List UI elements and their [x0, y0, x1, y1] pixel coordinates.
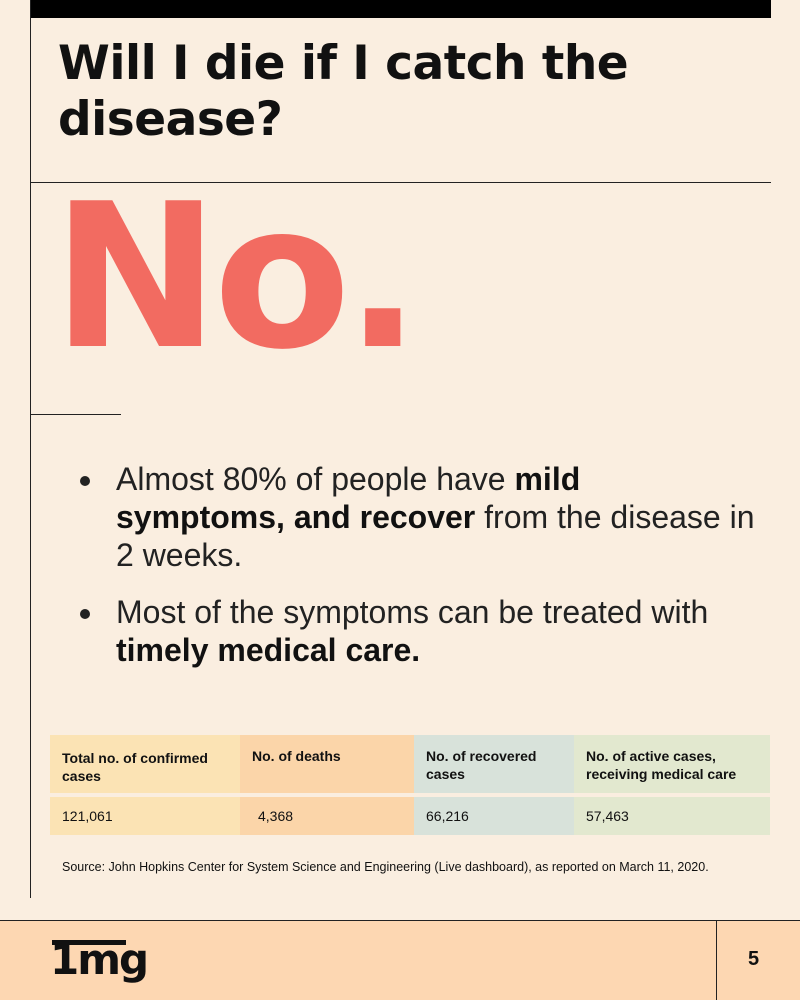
stats-table: Total no. of confirmed cases No. of deat… [50, 735, 770, 835]
footer-divider [0, 920, 800, 921]
footer [0, 920, 800, 1000]
bullet-text: Most of the symptoms can be treated with [116, 594, 709, 630]
logo-bar [52, 940, 126, 945]
bullet-text: Almost 80% of people have [116, 461, 515, 497]
value-active-cases: 57,463 [574, 797, 770, 835]
bullet-dot-icon [80, 609, 90, 619]
footer-vertical-divider [716, 920, 717, 1000]
left-border-line [30, 0, 31, 898]
short-divider [30, 414, 121, 415]
header-deaths: No. of deaths [240, 735, 414, 793]
title-divider [30, 182, 771, 183]
bullet-bold-text: mild symptoms, and recover [116, 461, 581, 535]
brand-logo: 1mg [50, 935, 149, 984]
header-active-cases: No. of active cases, receiving medical c… [574, 735, 770, 793]
table-header-row: Total no. of confirmed cases No. of deat… [50, 735, 770, 793]
value-confirmed-cases: 121,061 [50, 797, 240, 835]
answer-text: No. [52, 161, 421, 394]
bullet-text: from the disease in 2 weeks. [116, 499, 755, 573]
bullet-item: Most of the symptoms can be treated with… [78, 593, 758, 669]
header-confirmed-cases: Total no. of confirmed cases [50, 735, 240, 793]
source-note: Source: John Hopkins Center for System S… [62, 860, 709, 874]
page-title: Will I die if I catch the disease? [58, 36, 629, 147]
table-row: 121,061 4,368 66,216 57,463 [50, 793, 770, 835]
page-number: 5 [748, 948, 760, 970]
bullet-dot-icon [80, 476, 90, 486]
value-recovered: 66,216 [414, 797, 574, 835]
bullet-bold-text: timely medical care. [116, 632, 421, 668]
bullet-item: Almost 80% of people have mild symptoms,… [78, 460, 758, 574]
top-bar [30, 0, 771, 18]
value-deaths: 4,368 [240, 797, 414, 835]
header-recovered: No. of recovered cases [414, 735, 574, 793]
bullet-list: Almost 80% of people have mild symptoms,… [78, 460, 758, 688]
